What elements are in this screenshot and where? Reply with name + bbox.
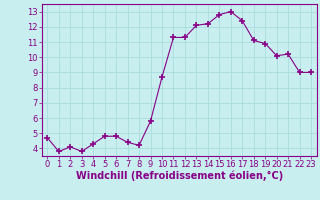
X-axis label: Windchill (Refroidissement éolien,°C): Windchill (Refroidissement éolien,°C) bbox=[76, 171, 283, 181]
